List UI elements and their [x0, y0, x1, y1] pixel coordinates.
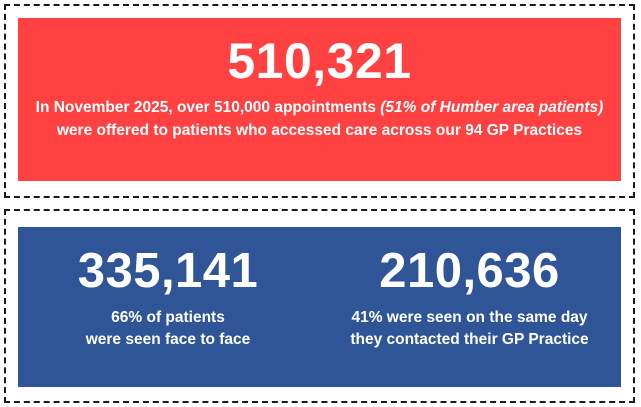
headline-caption-italic: (51% of Humber area patients)	[380, 99, 604, 116]
headline-caption: In November 2025, over 510,000 appointme…	[25, 96, 615, 142]
headline-caption-text: In November 2025, over 510,000 appointme…	[35, 99, 381, 116]
headline-number: 510,321	[227, 33, 412, 89]
stat-number: 210,636	[379, 244, 560, 298]
stat-number: 335,141	[77, 244, 259, 298]
stats-panel: 335,141 66% of patients were seen face t…	[18, 227, 621, 387]
stat-caption: 41% were seen on the same day they conta…	[318, 307, 621, 351]
headline-dashed-frame	[4, 4, 635, 198]
headline-caption-text-end: were offered to patients who accessed ca…	[56, 122, 583, 139]
stat-face-to-face: 335,141 66% of patients were seen face t…	[18, 227, 318, 387]
stat-same-day: 210,636 41% were seen on the same day th…	[318, 227, 621, 387]
headline-panel: 510,321 In November 2025, over 510,000 a…	[18, 18, 621, 181]
stat-caption-line: 66% of patients	[111, 309, 225, 326]
stat-caption-line: 41% were seen on the same day	[351, 309, 588, 326]
stat-caption: 66% of patients were seen face to face	[18, 307, 318, 351]
stat-caption-line: they contacted their GP Practice	[350, 331, 589, 348]
stats-dashed-frame	[4, 209, 635, 403]
stat-caption-line: were seen face to face	[85, 331, 251, 348]
